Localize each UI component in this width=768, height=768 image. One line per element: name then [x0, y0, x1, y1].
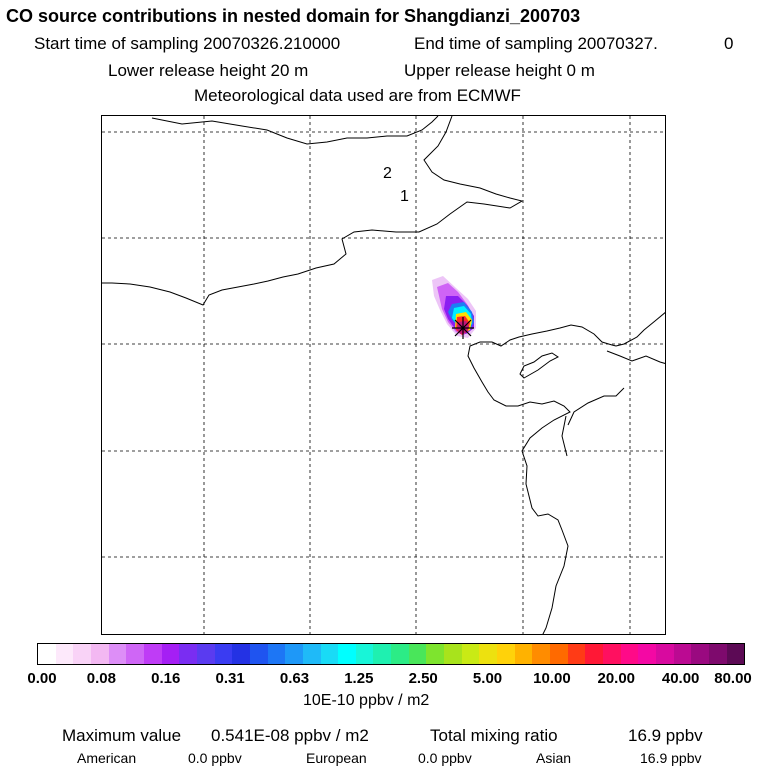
color-scale-tick: 1.25: [344, 670, 374, 687]
emission-plume: [432, 276, 476, 338]
border-line: [606, 350, 665, 364]
border-line: [561, 415, 568, 457]
color-scale-segment: [355, 644, 374, 664]
color-scale-segment: [196, 644, 215, 664]
color-scale-segment: [691, 644, 709, 664]
asian-value: 16.9 ppbv: [640, 750, 702, 766]
color-scale-tick: 5.00: [472, 670, 503, 687]
color-scale-segment: [90, 644, 109, 664]
bay-outline: [519, 352, 559, 379]
upper-release-height: Upper release height 0 m: [404, 61, 595, 80]
color-scale-segment: [708, 644, 727, 664]
plot-title: CO source contributions in nested domain…: [6, 6, 581, 26]
color-scale-segment: [585, 644, 603, 664]
color-scale-segment: [479, 644, 498, 664]
color-scale-segment: [426, 644, 445, 664]
map-panel: 2 1: [101, 115, 666, 635]
color-scale-segment: [38, 644, 56, 664]
total-mixing-label: Total mixing ratio: [430, 726, 558, 745]
map-canvas: 2 1: [102, 116, 665, 634]
color-scale-segment: [673, 644, 692, 664]
color-scale-segment: [391, 644, 409, 664]
color-scale-segment: [143, 644, 162, 664]
graticule: [102, 116, 665, 634]
color-scale-segment: [73, 644, 91, 664]
color-scale-tick: 0.63: [279, 670, 310, 687]
european-label: European: [306, 750, 367, 766]
color-scale-tick: 40.00: [661, 670, 700, 687]
color-scale-segment: [249, 644, 268, 664]
end-time-value: 0: [724, 34, 734, 53]
american-label: American: [77, 750, 137, 766]
color-scale-segment: [55, 644, 74, 664]
color-scale-segment: [320, 644, 339, 664]
asian-label: Asian: [536, 750, 572, 766]
color-scale-segment: [461, 644, 480, 664]
border-line: [102, 116, 524, 306]
color-scale-segment: [232, 644, 250, 664]
color-scale-segment: [726, 644, 745, 664]
color-scale-bar: [37, 643, 745, 665]
color-scale-tick: 2.50: [408, 670, 438, 687]
border-line: [151, 116, 439, 145]
met-data-source: Meteorological data used are from ECMWF: [194, 86, 521, 105]
boundaries: [102, 116, 665, 634]
color-scale-segment: [126, 644, 144, 664]
color-scale-segment: [532, 644, 551, 664]
color-scale-segment: [179, 644, 197, 664]
color-scale-segment: [285, 644, 303, 664]
color-scale-tick: 80.00: [714, 670, 752, 687]
coastline: [467, 312, 665, 634]
color-scale-unit: 10E-10 ppbv / m2: [303, 692, 430, 709]
color-scale-segment: [655, 644, 674, 664]
release-site-marker: [452, 317, 474, 339]
color-scale-segment: [638, 644, 656, 664]
color-scale-segment: [408, 644, 427, 664]
color-scale-segment: [214, 644, 233, 664]
color-scale-segment: [267, 644, 286, 664]
american-value: 0.0 ppbv: [188, 750, 242, 766]
color-scale-tick: 0.16: [151, 670, 181, 687]
color-scale-segment: [373, 644, 392, 664]
lower-release-height: Lower release height 20 m: [108, 61, 309, 80]
color-scale-segment: [338, 644, 356, 664]
total-mixing-value: 16.9 ppbv: [628, 726, 703, 745]
color-scale-tick: 0.08: [86, 670, 116, 687]
european-value: 0.0 ppbv: [418, 750, 472, 766]
color-scale-segment: [620, 644, 639, 664]
color-scale-tick: 10.00: [533, 670, 571, 687]
color-scale-tick: 0.31: [215, 670, 245, 687]
end-time: End time of sampling 20070327.: [414, 34, 658, 53]
marker-label-1: 1: [400, 188, 409, 205]
color-scale-tick: 20.00: [597, 670, 636, 687]
color-scale-segment: [302, 644, 321, 664]
color-scale-tick: 0.00: [27, 670, 57, 687]
marker-label-2: 2: [383, 165, 392, 182]
border-line: [567, 387, 625, 426]
color-scale-segment: [161, 644, 180, 664]
max-value-label: Maximum value: [62, 726, 182, 745]
color-scale-segment: [497, 644, 515, 664]
color-scale-segment: [108, 644, 127, 664]
color-scale-segment: [550, 644, 568, 664]
color-scale-segment: [514, 644, 533, 664]
color-scale-segment: [567, 644, 586, 664]
max-value: 0.541E-08 ppbv / m2: [211, 726, 369, 745]
color-scale-segment: [603, 644, 621, 664]
color-scale-segment: [444, 644, 462, 664]
start-time: Start time of sampling 20070326.210000: [34, 34, 341, 53]
